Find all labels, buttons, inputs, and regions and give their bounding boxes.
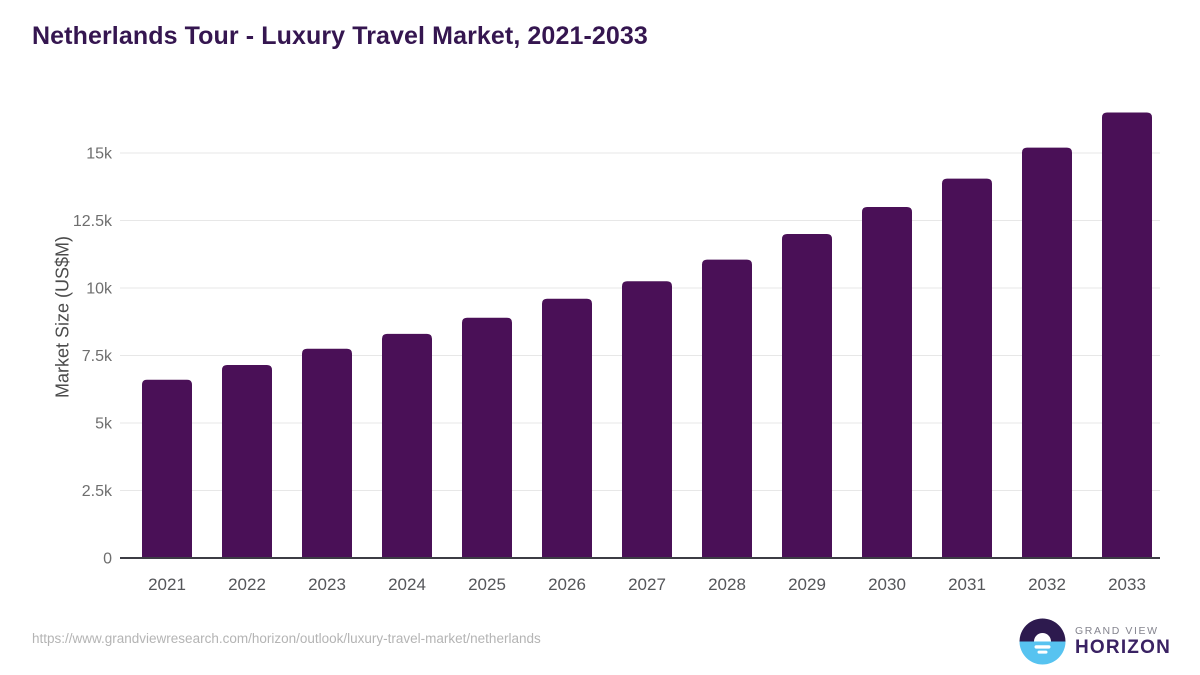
logo-horizon-line-2 — [1037, 650, 1048, 654]
logo-top-half — [1019, 618, 1066, 642]
bar-2032 — [1022, 147, 1072, 558]
y-tick-label-12.5k: 12.5k — [73, 213, 113, 230]
y-axis-title: Market Size (US$M) — [52, 235, 73, 399]
bar-2026 — [542, 298, 592, 558]
logo-product-line: HORIZON — [1075, 637, 1172, 658]
bar-2022 — [222, 364, 272, 558]
y-tick-label-2.5k: 2.5k — [82, 483, 113, 500]
x-tick-label-2023: 2023 — [308, 575, 346, 594]
x-tick-label-2025: 2025 — [468, 575, 506, 594]
y-tick-label-7.5k: 7.5k — [82, 348, 113, 365]
bar-2023 — [302, 348, 352, 558]
source-url: https://www.grandviewresearch.com/horizo… — [32, 631, 541, 646]
bar-2033 — [1102, 112, 1152, 558]
bar-2028 — [702, 259, 752, 558]
y-tick-label-15k: 15k — [86, 146, 113, 163]
x-tick-label-2031: 2031 — [948, 575, 986, 594]
bar-2025 — [462, 317, 512, 558]
x-tick-label-2029: 2029 — [788, 575, 826, 594]
x-tick-label-2028: 2028 — [708, 575, 746, 594]
x-tick-label-2021: 2021 — [148, 575, 186, 594]
y-tick-label-5k: 5k — [95, 416, 113, 433]
y-tick-label-10k: 10k — [86, 281, 113, 298]
logo-horizon-line-1 — [1034, 645, 1051, 649]
x-tick-label-2027: 2027 — [628, 575, 666, 594]
bar-2021 — [142, 379, 192, 558]
bar-2030 — [862, 207, 912, 558]
y-tick-label-0: 0 — [103, 551, 112, 568]
bar-2031 — [942, 178, 992, 558]
bar-2029 — [782, 234, 832, 558]
logo-brand-line: GRAND VIEW — [1075, 625, 1159, 637]
page-title: Netherlands Tour - Luxury Travel Market,… — [32, 22, 648, 50]
logo-sun-dome — [1034, 633, 1051, 642]
grand-view-horizon-logo: GRAND VIEW HORIZON — [1019, 618, 1171, 665]
x-tick-label-2026: 2026 — [548, 575, 586, 594]
x-tick-label-2033: 2033 — [1108, 575, 1146, 594]
bar-2024 — [382, 333, 432, 558]
x-tick-label-2022: 2022 — [228, 575, 266, 594]
x-tick-label-2032: 2032 — [1028, 575, 1066, 594]
bar-2027 — [622, 281, 672, 558]
x-tick-label-2030: 2030 — [868, 575, 906, 594]
logo-wordmark: GRAND VIEW HORIZON — [1075, 625, 1171, 658]
horizon-sunrise-icon — [1019, 618, 1066, 665]
x-tick-label-2024: 2024 — [388, 575, 426, 594]
bar-chart: 2021 2022 2023 2024 2025 2026 2027 2028 2029 2030… — [73, 112, 1160, 594]
